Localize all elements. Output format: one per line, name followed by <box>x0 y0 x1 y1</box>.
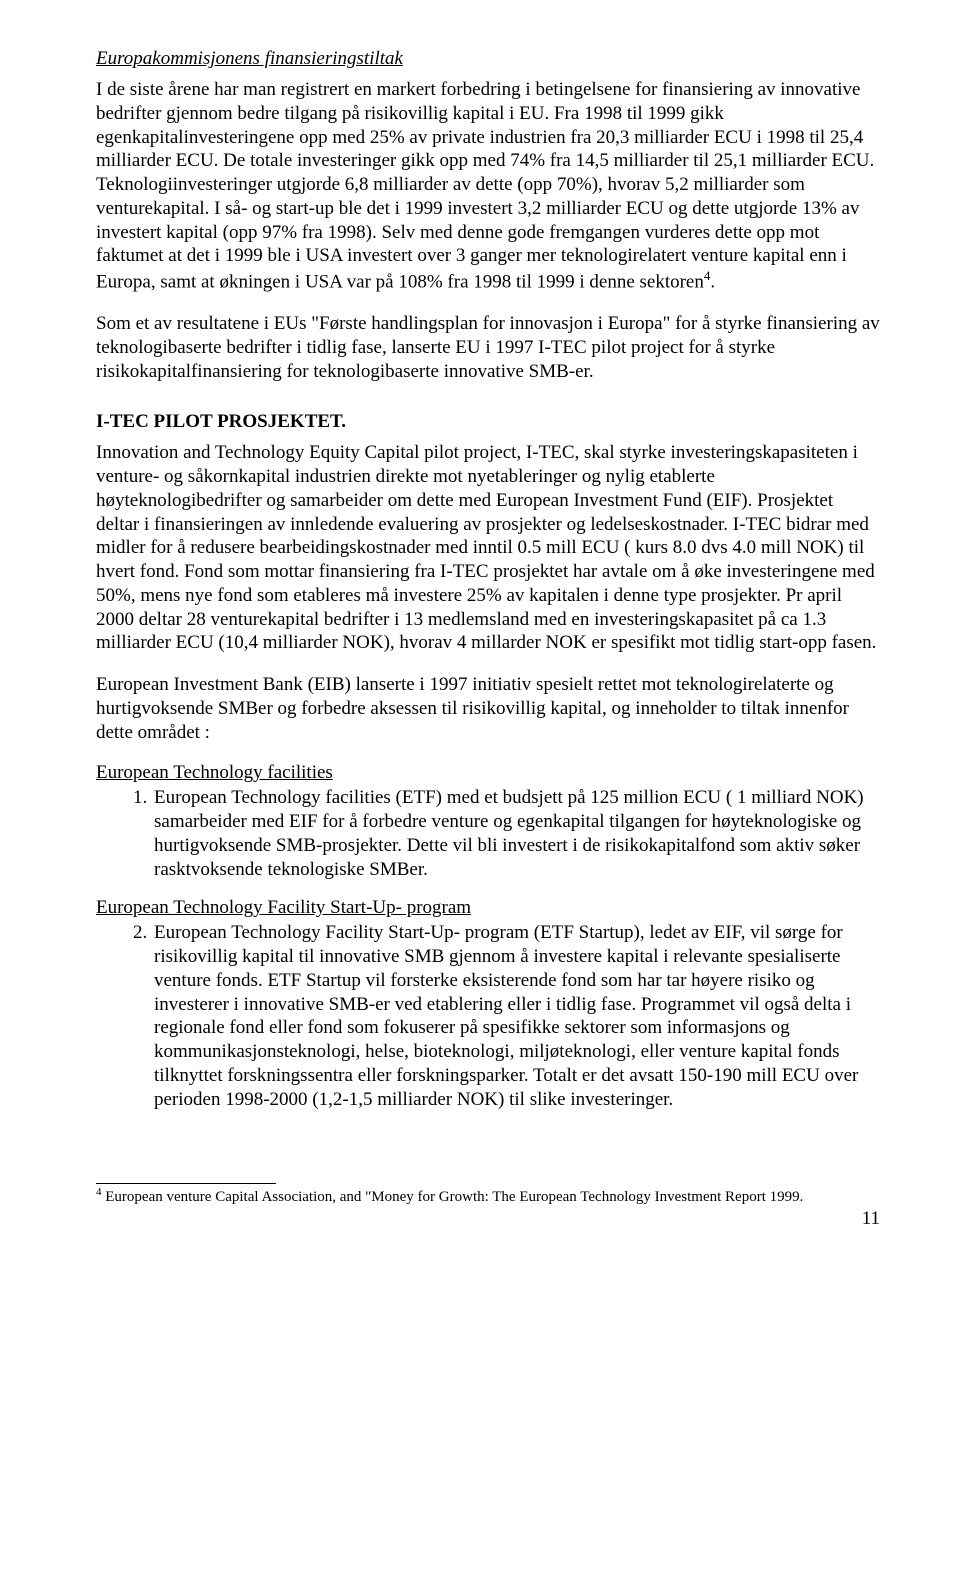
footnote-text: European venture Capital Association, an… <box>102 1189 804 1205</box>
list-etf-startup: European Technology Facility Start-Up- p… <box>96 921 880 1111</box>
list-etf: European Technology facilities (ETF) med… <box>96 786 880 881</box>
paragraph-1-end: . <box>710 271 715 292</box>
heading-itec: I-TEC PILOT PROSJEKTET. <box>96 411 880 433</box>
section-title: Europakommisjonens finansieringstiltak <box>96 48 880 70</box>
list-item-2: European Technology Facility Start-Up- p… <box>152 921 880 1111</box>
subheading-etf-startup: European Technology Facility Start-Up- p… <box>96 897 880 919</box>
paragraph-1: I de siste årene har man registrert en m… <box>96 78 880 294</box>
footnote-4: 4 European venture Capital Association, … <box>96 1186 880 1206</box>
paragraph-2: Som et av resultatene i EUs "Første hand… <box>96 312 880 383</box>
paragraph-3: Innovation and Technology Equity Capital… <box>96 441 880 655</box>
paragraph-4: European Investment Bank (EIB) lanserte … <box>96 673 880 744</box>
document-page: Europakommisjonens finansieringstiltak I… <box>0 0 960 1270</box>
paragraph-1-text: I de siste årene har man registrert en m… <box>96 79 874 292</box>
page-number: 11 <box>96 1208 880 1230</box>
list-item-1: European Technology facilities (ETF) med… <box>152 786 880 881</box>
subheading-etf: European Technology facilities <box>96 762 880 784</box>
footnote-divider <box>96 1183 276 1184</box>
